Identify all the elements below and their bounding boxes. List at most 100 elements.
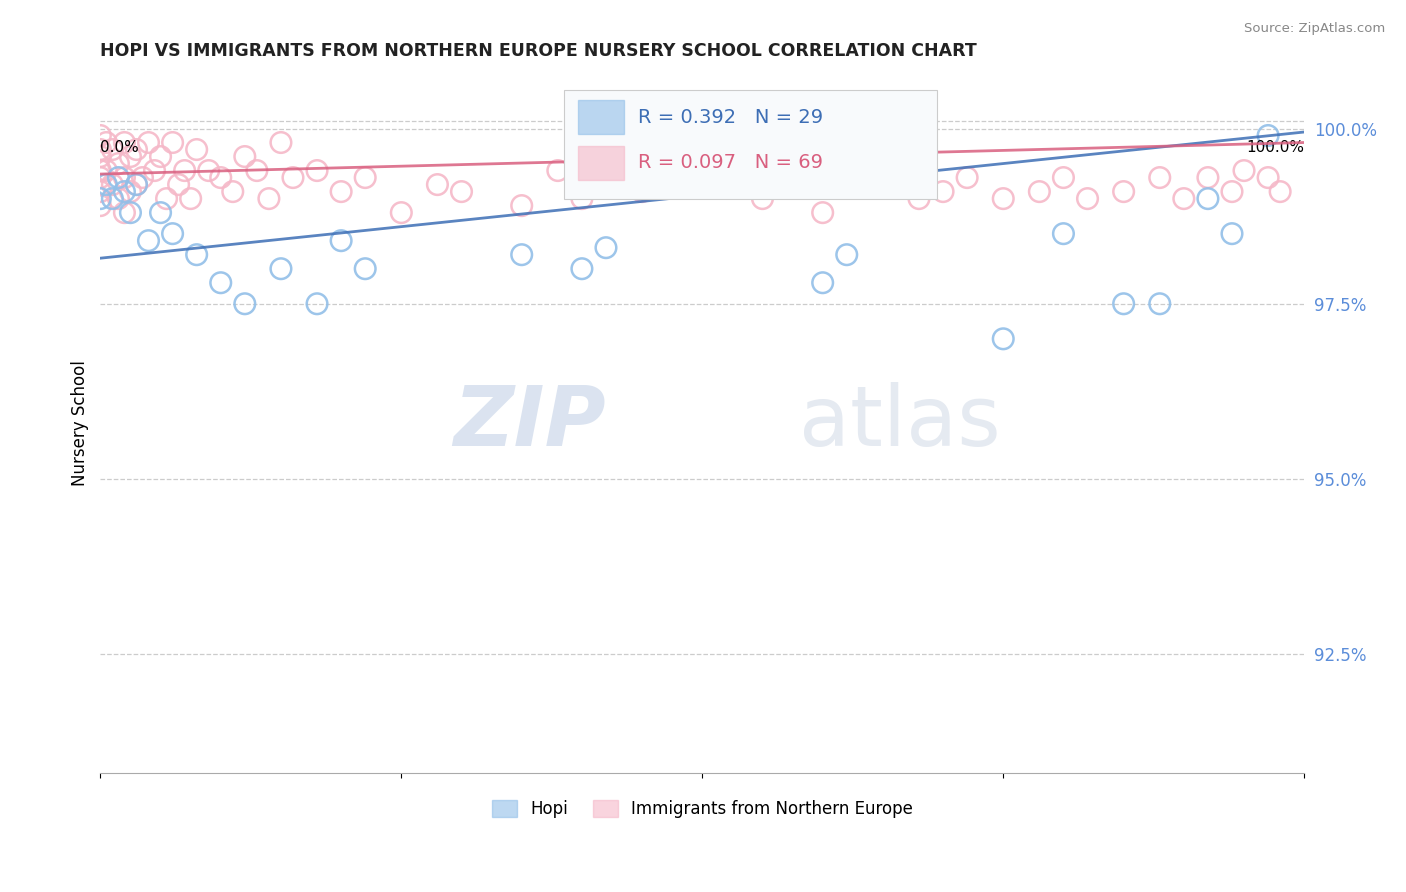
Text: atlas: atlas [799, 383, 1000, 464]
Point [1149, 170, 1171, 185]
Point [956, 170, 979, 185]
Text: HOPI VS IMMIGRANTS FROM NORTHERN EUROPE NURSERY SCHOOL CORRELATION CHART: HOPI VS IMMIGRANTS FROM NORTHERN EUROPE … [100, 42, 977, 60]
Text: Source: ZipAtlas.com: Source: ZipAtlas.com [1244, 22, 1385, 36]
Point [143, 163, 166, 178]
Point [107, 170, 129, 185]
Point [209, 170, 232, 185]
FancyBboxPatch shape [578, 146, 624, 179]
Point [149, 205, 172, 219]
Point [89, 185, 111, 199]
Point [631, 185, 654, 199]
Point [1028, 185, 1050, 199]
Point [120, 185, 142, 199]
Point [751, 192, 773, 206]
Point [354, 170, 377, 185]
Point [993, 332, 1015, 346]
Point [932, 185, 955, 199]
Point [1257, 128, 1279, 143]
Point [835, 248, 858, 262]
Point [89, 128, 111, 143]
Point [96, 178, 118, 192]
Point [547, 163, 569, 178]
Point [162, 227, 184, 241]
Point [811, 205, 834, 219]
Point [120, 205, 142, 219]
Text: 0.0%: 0.0% [100, 140, 139, 154]
Point [690, 170, 713, 185]
Point [426, 178, 449, 192]
Point [197, 163, 219, 178]
Point [107, 192, 129, 206]
Point [1112, 185, 1135, 199]
Point [1268, 185, 1291, 199]
Point [1149, 297, 1171, 311]
Legend: Hopi, Immigrants from Northern Europe: Hopi, Immigrants from Northern Europe [485, 793, 920, 825]
Point [125, 178, 148, 192]
Point [330, 234, 353, 248]
Point [149, 150, 172, 164]
Text: R = 0.392   N = 29: R = 0.392 N = 29 [638, 108, 824, 127]
Point [354, 261, 377, 276]
Point [908, 192, 931, 206]
Point [125, 143, 148, 157]
Point [112, 185, 135, 199]
Point [305, 163, 328, 178]
Y-axis label: Nursery School: Nursery School [72, 360, 89, 486]
Point [1197, 192, 1219, 206]
Point [101, 143, 124, 157]
Point [89, 143, 111, 157]
Point [89, 170, 111, 185]
FancyBboxPatch shape [578, 101, 624, 134]
Point [1052, 170, 1074, 185]
Point [270, 136, 292, 150]
Point [595, 178, 617, 192]
Point [510, 199, 533, 213]
Point [811, 276, 834, 290]
Point [1112, 297, 1135, 311]
Point [107, 156, 129, 170]
Text: ZIP: ZIP [453, 383, 606, 464]
Point [173, 163, 195, 178]
Text: R = 0.097   N = 69: R = 0.097 N = 69 [638, 153, 824, 172]
Point [330, 185, 353, 199]
Point [167, 178, 190, 192]
FancyBboxPatch shape [564, 90, 936, 199]
Point [138, 234, 160, 248]
Text: 100.0%: 100.0% [1246, 140, 1305, 154]
Point [1220, 185, 1243, 199]
Point [1052, 227, 1074, 241]
Point [101, 178, 124, 192]
Point [155, 192, 177, 206]
Point [101, 192, 124, 206]
Point [993, 192, 1015, 206]
Point [233, 150, 256, 164]
Point [1233, 163, 1256, 178]
Point [96, 136, 118, 150]
Point [89, 192, 111, 206]
Point [872, 170, 894, 185]
Point [162, 136, 184, 150]
Point [186, 248, 208, 262]
Point [209, 276, 232, 290]
Point [571, 192, 593, 206]
Point [186, 143, 208, 157]
Point [1197, 170, 1219, 185]
Point [787, 178, 810, 192]
Point [112, 205, 135, 219]
Point [595, 241, 617, 255]
Point [257, 192, 280, 206]
Point [270, 261, 292, 276]
Point [89, 199, 111, 213]
Point [222, 185, 245, 199]
Point [112, 170, 135, 185]
Point [180, 192, 202, 206]
Point [96, 163, 118, 178]
Point [1076, 192, 1098, 206]
Point [1173, 192, 1195, 206]
Point [1220, 227, 1243, 241]
Point [389, 205, 412, 219]
Point [112, 136, 135, 150]
Point [131, 170, 153, 185]
Point [571, 261, 593, 276]
Point [281, 170, 304, 185]
